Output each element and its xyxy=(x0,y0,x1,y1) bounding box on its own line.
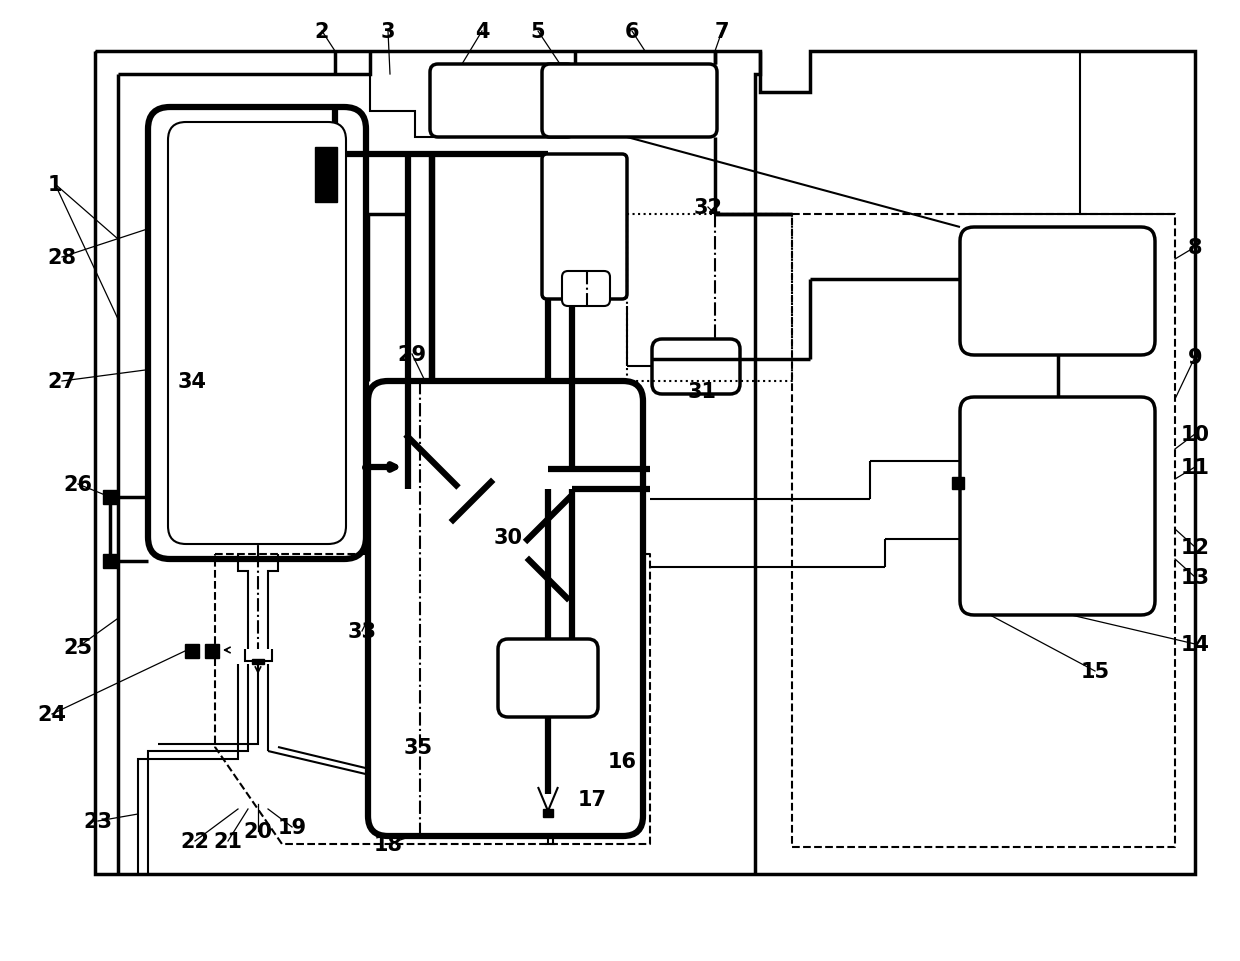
Bar xyxy=(952,478,963,489)
FancyBboxPatch shape xyxy=(148,108,366,559)
FancyBboxPatch shape xyxy=(368,382,644,836)
Text: 18: 18 xyxy=(373,834,403,854)
Text: 5: 5 xyxy=(531,22,546,42)
Bar xyxy=(185,644,198,658)
FancyBboxPatch shape xyxy=(960,228,1154,356)
FancyBboxPatch shape xyxy=(167,123,346,545)
Bar xyxy=(103,554,117,568)
Text: 7: 7 xyxy=(714,22,729,42)
Bar xyxy=(103,490,117,505)
Text: 10: 10 xyxy=(1180,425,1209,445)
Text: 3: 3 xyxy=(381,22,396,42)
Text: 15: 15 xyxy=(1080,661,1110,681)
Text: 28: 28 xyxy=(47,248,77,268)
Text: 27: 27 xyxy=(47,372,77,391)
Text: 6: 6 xyxy=(625,22,640,42)
Text: 24: 24 xyxy=(37,704,67,725)
FancyBboxPatch shape xyxy=(542,155,627,300)
Text: 19: 19 xyxy=(278,817,306,837)
Text: 25: 25 xyxy=(63,637,93,657)
Bar xyxy=(205,644,219,658)
Bar xyxy=(543,809,553,817)
Text: 2: 2 xyxy=(315,22,330,42)
Text: 31: 31 xyxy=(687,382,717,402)
Text: 9: 9 xyxy=(1188,348,1203,368)
FancyBboxPatch shape xyxy=(652,339,740,395)
Text: 33: 33 xyxy=(347,622,377,641)
Text: 26: 26 xyxy=(63,475,93,495)
Text: 32: 32 xyxy=(693,198,723,218)
Text: 22: 22 xyxy=(181,831,210,851)
Text: 11: 11 xyxy=(1180,457,1209,478)
Text: 12: 12 xyxy=(1180,537,1209,557)
Text: 1: 1 xyxy=(48,175,62,195)
Bar xyxy=(315,148,337,203)
Text: 17: 17 xyxy=(578,789,606,809)
Text: 13: 13 xyxy=(1180,567,1209,587)
FancyBboxPatch shape xyxy=(542,65,717,137)
Text: 35: 35 xyxy=(403,737,433,757)
Text: 4: 4 xyxy=(475,22,490,42)
Text: 21: 21 xyxy=(213,831,243,851)
FancyBboxPatch shape xyxy=(562,272,610,307)
FancyBboxPatch shape xyxy=(960,398,1154,615)
Bar xyxy=(252,659,264,664)
Text: 34: 34 xyxy=(177,372,207,391)
Text: 14: 14 xyxy=(1180,634,1209,654)
Text: 8: 8 xyxy=(1188,237,1203,258)
Text: 16: 16 xyxy=(608,752,636,771)
FancyBboxPatch shape xyxy=(430,65,575,137)
Text: 23: 23 xyxy=(83,811,113,831)
FancyBboxPatch shape xyxy=(498,639,598,717)
Text: 20: 20 xyxy=(243,821,273,841)
Text: 29: 29 xyxy=(398,345,427,364)
Text: 30: 30 xyxy=(494,528,522,548)
